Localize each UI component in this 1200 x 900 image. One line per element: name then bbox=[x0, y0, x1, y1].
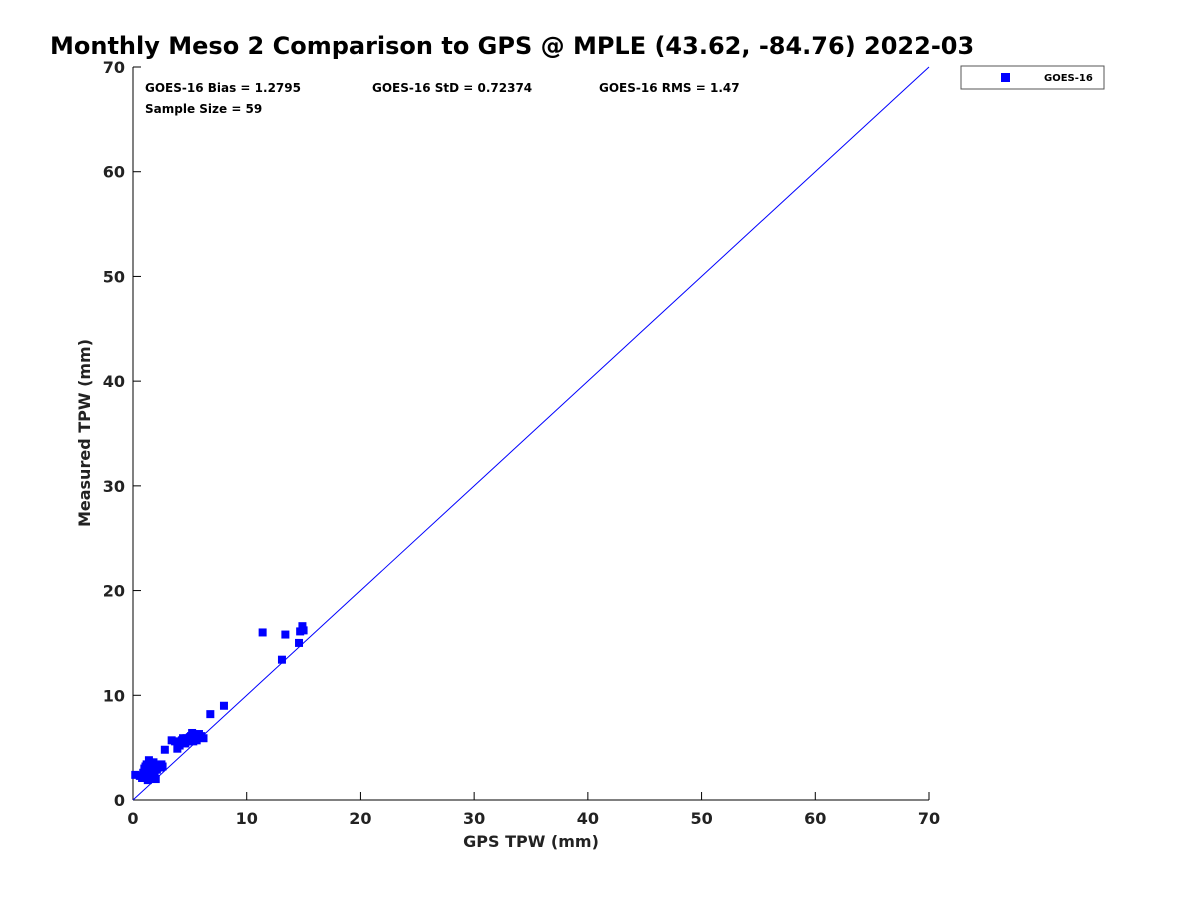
y-tick-label: 70 bbox=[103, 58, 125, 77]
y-tick-label: 40 bbox=[103, 372, 125, 391]
data-point bbox=[299, 626, 308, 635]
data-point bbox=[185, 733, 194, 742]
data-point bbox=[189, 737, 198, 746]
data-point bbox=[281, 630, 290, 639]
data-point bbox=[160, 745, 169, 754]
data-point bbox=[219, 701, 228, 710]
data-point bbox=[157, 760, 166, 769]
axes: 0 10 20 30 40 50 60 70 0 10 20 30 40 50 60 70 bbox=[103, 58, 940, 828]
stat-std: GOES-16 StD = 0.72374 bbox=[372, 81, 532, 95]
data-point bbox=[131, 770, 140, 779]
data-point bbox=[181, 739, 190, 748]
x-tick-label: 40 bbox=[577, 809, 599, 828]
x-tick-label: 30 bbox=[463, 809, 485, 828]
chart-title: Monthly Meso 2 Comparison to GPS @ MPLE … bbox=[50, 32, 974, 60]
stat-rms: GOES-16 RMS = 1.47 bbox=[599, 81, 740, 95]
data-point bbox=[179, 734, 188, 743]
x-tick-label: 70 bbox=[918, 809, 940, 828]
data-point bbox=[277, 655, 286, 664]
data-point bbox=[171, 737, 180, 746]
data-point bbox=[146, 761, 155, 770]
reference-line-layer bbox=[132, 66, 930, 801]
data-point bbox=[295, 638, 304, 647]
x-tick-label: 10 bbox=[236, 809, 258, 828]
y-tick-label: 50 bbox=[103, 267, 125, 286]
one-to-one-line bbox=[132, 66, 930, 801]
data-point bbox=[139, 768, 148, 777]
y-tick-label: 60 bbox=[103, 163, 125, 182]
data-point bbox=[258, 628, 267, 637]
points-layer bbox=[131, 622, 308, 785]
y-axis-label: Measured TPW (mm) bbox=[75, 339, 94, 527]
data-point bbox=[193, 733, 202, 742]
x-tick-label: 50 bbox=[690, 809, 712, 828]
x-tick-label: 0 bbox=[127, 809, 138, 828]
legend-marker bbox=[1001, 73, 1010, 82]
y-tick-label: 20 bbox=[103, 582, 125, 601]
data-point bbox=[149, 772, 158, 781]
stats-block: GOES-16 Bias = 1.2795 GOES-16 StD = 0.72… bbox=[145, 81, 740, 116]
data-point bbox=[298, 622, 307, 631]
data-point bbox=[199, 734, 208, 743]
legend-box bbox=[960, 65, 1105, 90]
legend: GOES-16 bbox=[960, 65, 1105, 90]
x-axis-label: GPS TPW (mm) bbox=[463, 832, 599, 851]
data-point bbox=[144, 756, 153, 765]
stat-sample-size: Sample Size = 59 bbox=[145, 102, 262, 116]
legend-label: GOES-16 bbox=[1044, 73, 1093, 84]
y-tick-label: 0 bbox=[114, 791, 125, 810]
y-tick-label: 30 bbox=[103, 477, 125, 496]
data-point bbox=[175, 741, 184, 750]
y-tick-label: 10 bbox=[103, 686, 125, 705]
data-point bbox=[141, 762, 150, 771]
stat-bias: GOES-16 Bias = 1.2795 bbox=[145, 81, 301, 95]
data-point bbox=[206, 710, 215, 719]
x-tick-label: 60 bbox=[804, 809, 826, 828]
x-tick-label: 20 bbox=[349, 809, 371, 828]
